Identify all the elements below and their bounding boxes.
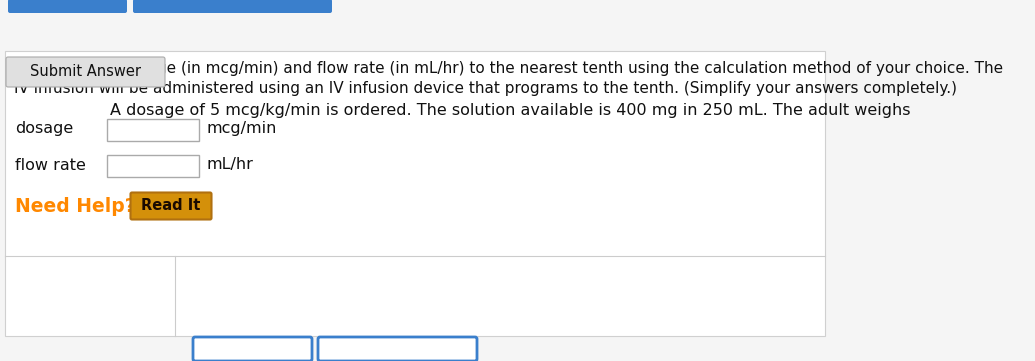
FancyBboxPatch shape [134,0,332,13]
Text: flow rate: flow rate [14,157,86,173]
Text: Read It: Read It [142,199,201,213]
Text: mL/hr: mL/hr [207,157,254,173]
FancyBboxPatch shape [8,0,127,13]
Bar [107,155,199,177]
Text: IV infusion will be administered using an IV infusion device that programs to th: IV infusion will be administered using a… [14,81,957,96]
FancyBboxPatch shape [318,337,477,361]
FancyBboxPatch shape [6,57,165,87]
Bar [107,119,199,141]
Text: A dosage of 5 mcg/kg/min is ordered. The solution available is 400 mg in 250 mL.: A dosage of 5 mcg/kg/min is ordered. The… [110,103,916,118]
Text: mcg/min: mcg/min [207,122,277,136]
FancyBboxPatch shape [5,51,825,336]
FancyBboxPatch shape [193,337,312,361]
Text: Submit Answer: Submit Answer [30,65,142,79]
FancyBboxPatch shape [130,192,211,219]
Text: dosage: dosage [14,122,73,136]
Text: Calculate the dosage (in mcg/min) and flow rate (in mL/hr) to the nearest tenth : Calculate the dosage (in mcg/min) and fl… [14,61,1003,76]
Text: Need Help?: Need Help? [14,196,136,216]
